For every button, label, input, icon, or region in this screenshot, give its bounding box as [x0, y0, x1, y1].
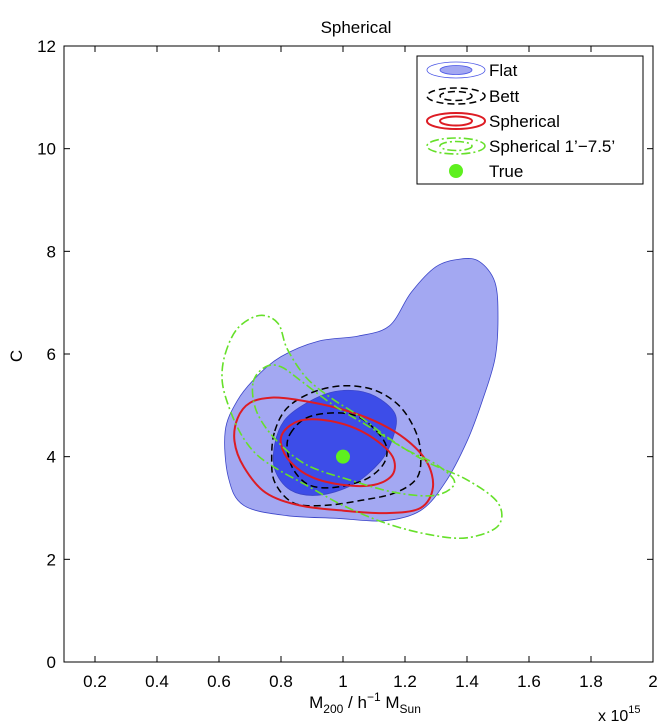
x-label-sub1: 200: [323, 702, 343, 716]
x-tick-label: 1.8: [579, 672, 603, 691]
y-tick-label: 12: [37, 37, 56, 56]
legend-swatch-inner: [439, 115, 473, 127]
x-tick-label: 1.6: [517, 672, 541, 691]
x-multiplier: x 1015: [598, 704, 641, 725]
x-multiplier-base: x 10: [598, 708, 628, 725]
legend-label: True: [489, 162, 523, 181]
x-axis-label: M200 / h−1 MSun: [309, 690, 421, 716]
true-point-marker: [336, 449, 350, 464]
contour-spherical-outer: [233, 396, 435, 515]
y-tick-label: 0: [47, 653, 56, 672]
contour-layer: [221, 258, 503, 540]
x-multiplier-exponent: 15: [628, 704, 640, 716]
legend-label: Spherical 1’−7.5’: [489, 137, 615, 156]
legend-entry-flat: Flat: [426, 61, 518, 80]
y-tick-label: 6: [47, 345, 56, 364]
chart-title: Spherical: [321, 18, 392, 37]
y-tick-label: 4: [47, 448, 56, 467]
contour-spherical-1-7-5-inner: [251, 364, 456, 497]
legend-swatch-outer: [426, 87, 486, 105]
x-tick-label: 0.6: [207, 672, 231, 691]
x-tick-label: 0.8: [269, 672, 293, 691]
legend-entry-bett: Bett: [426, 87, 520, 106]
x-tick-label: 1.2: [393, 672, 417, 691]
legend: Flat Bett Spherical Spherical 1’−7.5’ True: [416, 55, 644, 185]
x-label-main2: M: [381, 693, 400, 712]
legend-entry-spherical-1-7-5: Spherical 1’−7.5’: [426, 137, 615, 156]
y-tick-label: 10: [37, 140, 56, 159]
x-tick-label: 0.4: [145, 672, 169, 691]
legend-swatch: [449, 164, 463, 178]
legend-swatch-outer: [426, 137, 486, 155]
x-label-main: M: [309, 693, 323, 712]
legend-entry-true: True: [449, 162, 523, 181]
legend-label: Spherical: [489, 112, 560, 131]
legend-swatch-inner: [439, 140, 473, 152]
x-label-sup: −1: [367, 690, 381, 704]
legend-swatch-inner: [439, 65, 473, 75]
contour-spherical-inner: [279, 418, 396, 488]
x-tick-label: 0.2: [83, 672, 107, 691]
x-tick-label: 2: [648, 672, 657, 691]
legend-label: Bett: [489, 87, 520, 106]
legend-label: Flat: [489, 61, 518, 80]
contour-bett-inner: [286, 412, 388, 489]
x-tick-label: 1.4: [455, 672, 479, 691]
legend-entry-spherical: Spherical: [426, 112, 560, 131]
axis-ticks: 0.2 0.4 0.6 0.8 1 1.2 1.4 1.6 1.8 2 0 2 4 6 8 10 12: [37, 37, 658, 691]
contour-bett-outer: [270, 384, 422, 507]
y-tick-label: 2: [47, 550, 56, 569]
x-label-sub2: Sun: [400, 702, 421, 716]
x-label-mid: / h: [343, 693, 367, 712]
y-tick-label: 8: [47, 242, 56, 261]
legend-swatch-inner: [439, 90, 473, 102]
y-axis-label: C: [7, 350, 26, 362]
legend-swatch-outer: [426, 112, 486, 130]
x-tick-label: 1: [338, 672, 347, 691]
contour-spherical-1-7-5-outer: [221, 314, 503, 540]
